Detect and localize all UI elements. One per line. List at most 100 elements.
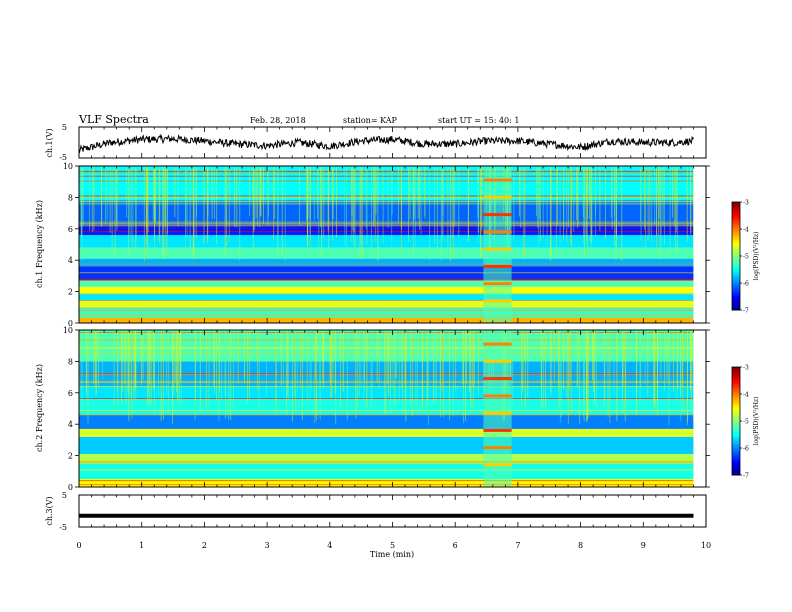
spectrogram-streak: [539, 167, 540, 220]
spectrogram-streak: [647, 331, 649, 398]
spectrogram-streak: [359, 167, 361, 260]
spectrogram-streak: [214, 167, 215, 219]
colorbar-segment: [732, 469, 740, 472]
spectrogram-streak: [615, 167, 617, 260]
colorbar-tick-label: -7: [743, 473, 749, 480]
spectrogram-streak: [520, 167, 522, 228]
colorbar-segment: [732, 279, 740, 282]
spectrogram-streak: [614, 167, 615, 217]
spectrogram-streak: [420, 167, 422, 235]
waveform-line: [78, 133, 694, 154]
spectrogram-streak: [306, 331, 308, 402]
spectrogram-streak: [114, 167, 116, 255]
spectrogram-streak: [87, 331, 89, 423]
spectrogram-streak: [653, 331, 655, 402]
colorbar-segment: [732, 392, 740, 395]
colorbar-segment: [732, 406, 740, 409]
colorbar-segment: [732, 209, 740, 212]
y-tick-label: 4: [68, 420, 73, 429]
colorbar-segment: [732, 449, 740, 453]
spectrogram-streak: [522, 331, 524, 390]
spectrogram-streak: [578, 167, 580, 225]
spectrogram-streak: [377, 167, 379, 262]
colorbar-segment: [732, 455, 740, 458]
ch1-ytick-bottom: -5: [59, 153, 67, 162]
burst-band: [483, 230, 512, 234]
spectrogram-streak: [412, 331, 413, 417]
spectrogram-streak: [309, 331, 311, 402]
spectrogram-streak: [375, 167, 377, 215]
spectrogram-streak: [102, 331, 103, 379]
spectrogram-streak: [550, 167, 551, 261]
spectrogram-band: [79, 258, 694, 267]
x-axis-label: Time (min): [370, 550, 414, 559]
spectrogram-streak: [127, 331, 129, 393]
colorbar-segment: [732, 453, 740, 456]
spectrogram-streak: [344, 167, 346, 245]
spectrogram-streak: [274, 167, 276, 219]
spectrogram-streak: [116, 167, 118, 226]
spectrogram-streak: [356, 331, 358, 410]
spectrogram-band: [79, 286, 694, 294]
spectrogram-streak: [640, 331, 642, 387]
spectrogram-streak: [374, 167, 376, 243]
spectrogram-band: [79, 235, 694, 248]
spectrogram-streak: [216, 331, 217, 400]
spectrogram-streak: [124, 331, 126, 385]
colorbar-segment: [732, 466, 740, 469]
spectrogram-streak: [206, 331, 207, 408]
colorbar-segment: [732, 259, 740, 262]
colorbar-segment: [732, 473, 740, 476]
colorbar-segment: [732, 395, 740, 399]
spectrogram-streak: [346, 167, 347, 256]
colorbar-tick-label: -6: [743, 281, 749, 288]
spectrogram-streak: [268, 167, 269, 217]
spectrogram-streak: [95, 331, 97, 394]
spectrogram-streak: [317, 167, 318, 219]
colorbar-segment: [732, 394, 740, 397]
spectrogram-streak: [567, 331, 569, 424]
spectrogram-streak: [166, 331, 167, 395]
spectrogram-streak: [318, 167, 320, 250]
spectrogram-streak: [424, 167, 426, 217]
spectrogram-streak: [442, 167, 444, 242]
x-tick-label: 5: [390, 541, 395, 550]
spectrogram-streak: [332, 167, 333, 241]
spectrogram-streak: [158, 167, 160, 241]
spectrogram-streak: [656, 167, 657, 236]
spectrogram-streak: [405, 331, 407, 422]
spectrogram-streak: [89, 167, 90, 232]
spectrogram-streak: [361, 167, 363, 258]
spectrogram-streak: [474, 331, 475, 389]
spectrogram-streak: [126, 167, 128, 218]
spectrogram-band: [79, 280, 694, 287]
y-tick-label: 10: [63, 162, 73, 171]
colorbar-segment: [732, 299, 740, 302]
colorbar-segment: [732, 297, 740, 300]
colorbar-segment: [732, 203, 740, 207]
spectrogram-streak: [673, 167, 675, 227]
spectrogram-streak: [391, 167, 393, 215]
colorbar-segment: [732, 370, 740, 373]
spectrogram-streak: [410, 331, 412, 405]
x-tick-label: 3: [265, 541, 270, 550]
spectrogram-streak: [360, 167, 362, 246]
spectrogram-streak: [439, 331, 441, 388]
colorbar-segment: [732, 277, 740, 280]
spectrogram-streak: [310, 331, 312, 390]
spectrogram-streak: [472, 331, 474, 388]
spectrogram-streak: [101, 167, 102, 227]
spectrogram-streak: [173, 331, 175, 397]
colorbar-segment: [732, 367, 740, 370]
colorbar-segment: [732, 383, 740, 386]
spectrogram-streak: [400, 167, 402, 250]
spectrogram-streak: [91, 167, 93, 233]
y-tick-label: 0: [68, 319, 73, 328]
spectrogram-streak: [659, 167, 661, 260]
spectrogram-streak: [221, 331, 223, 401]
spectrogram-streak: [145, 167, 147, 229]
spectrogram-streak: [239, 167, 241, 261]
colorbar-segment: [732, 374, 740, 377]
spectrogram-streak: [153, 331, 154, 388]
